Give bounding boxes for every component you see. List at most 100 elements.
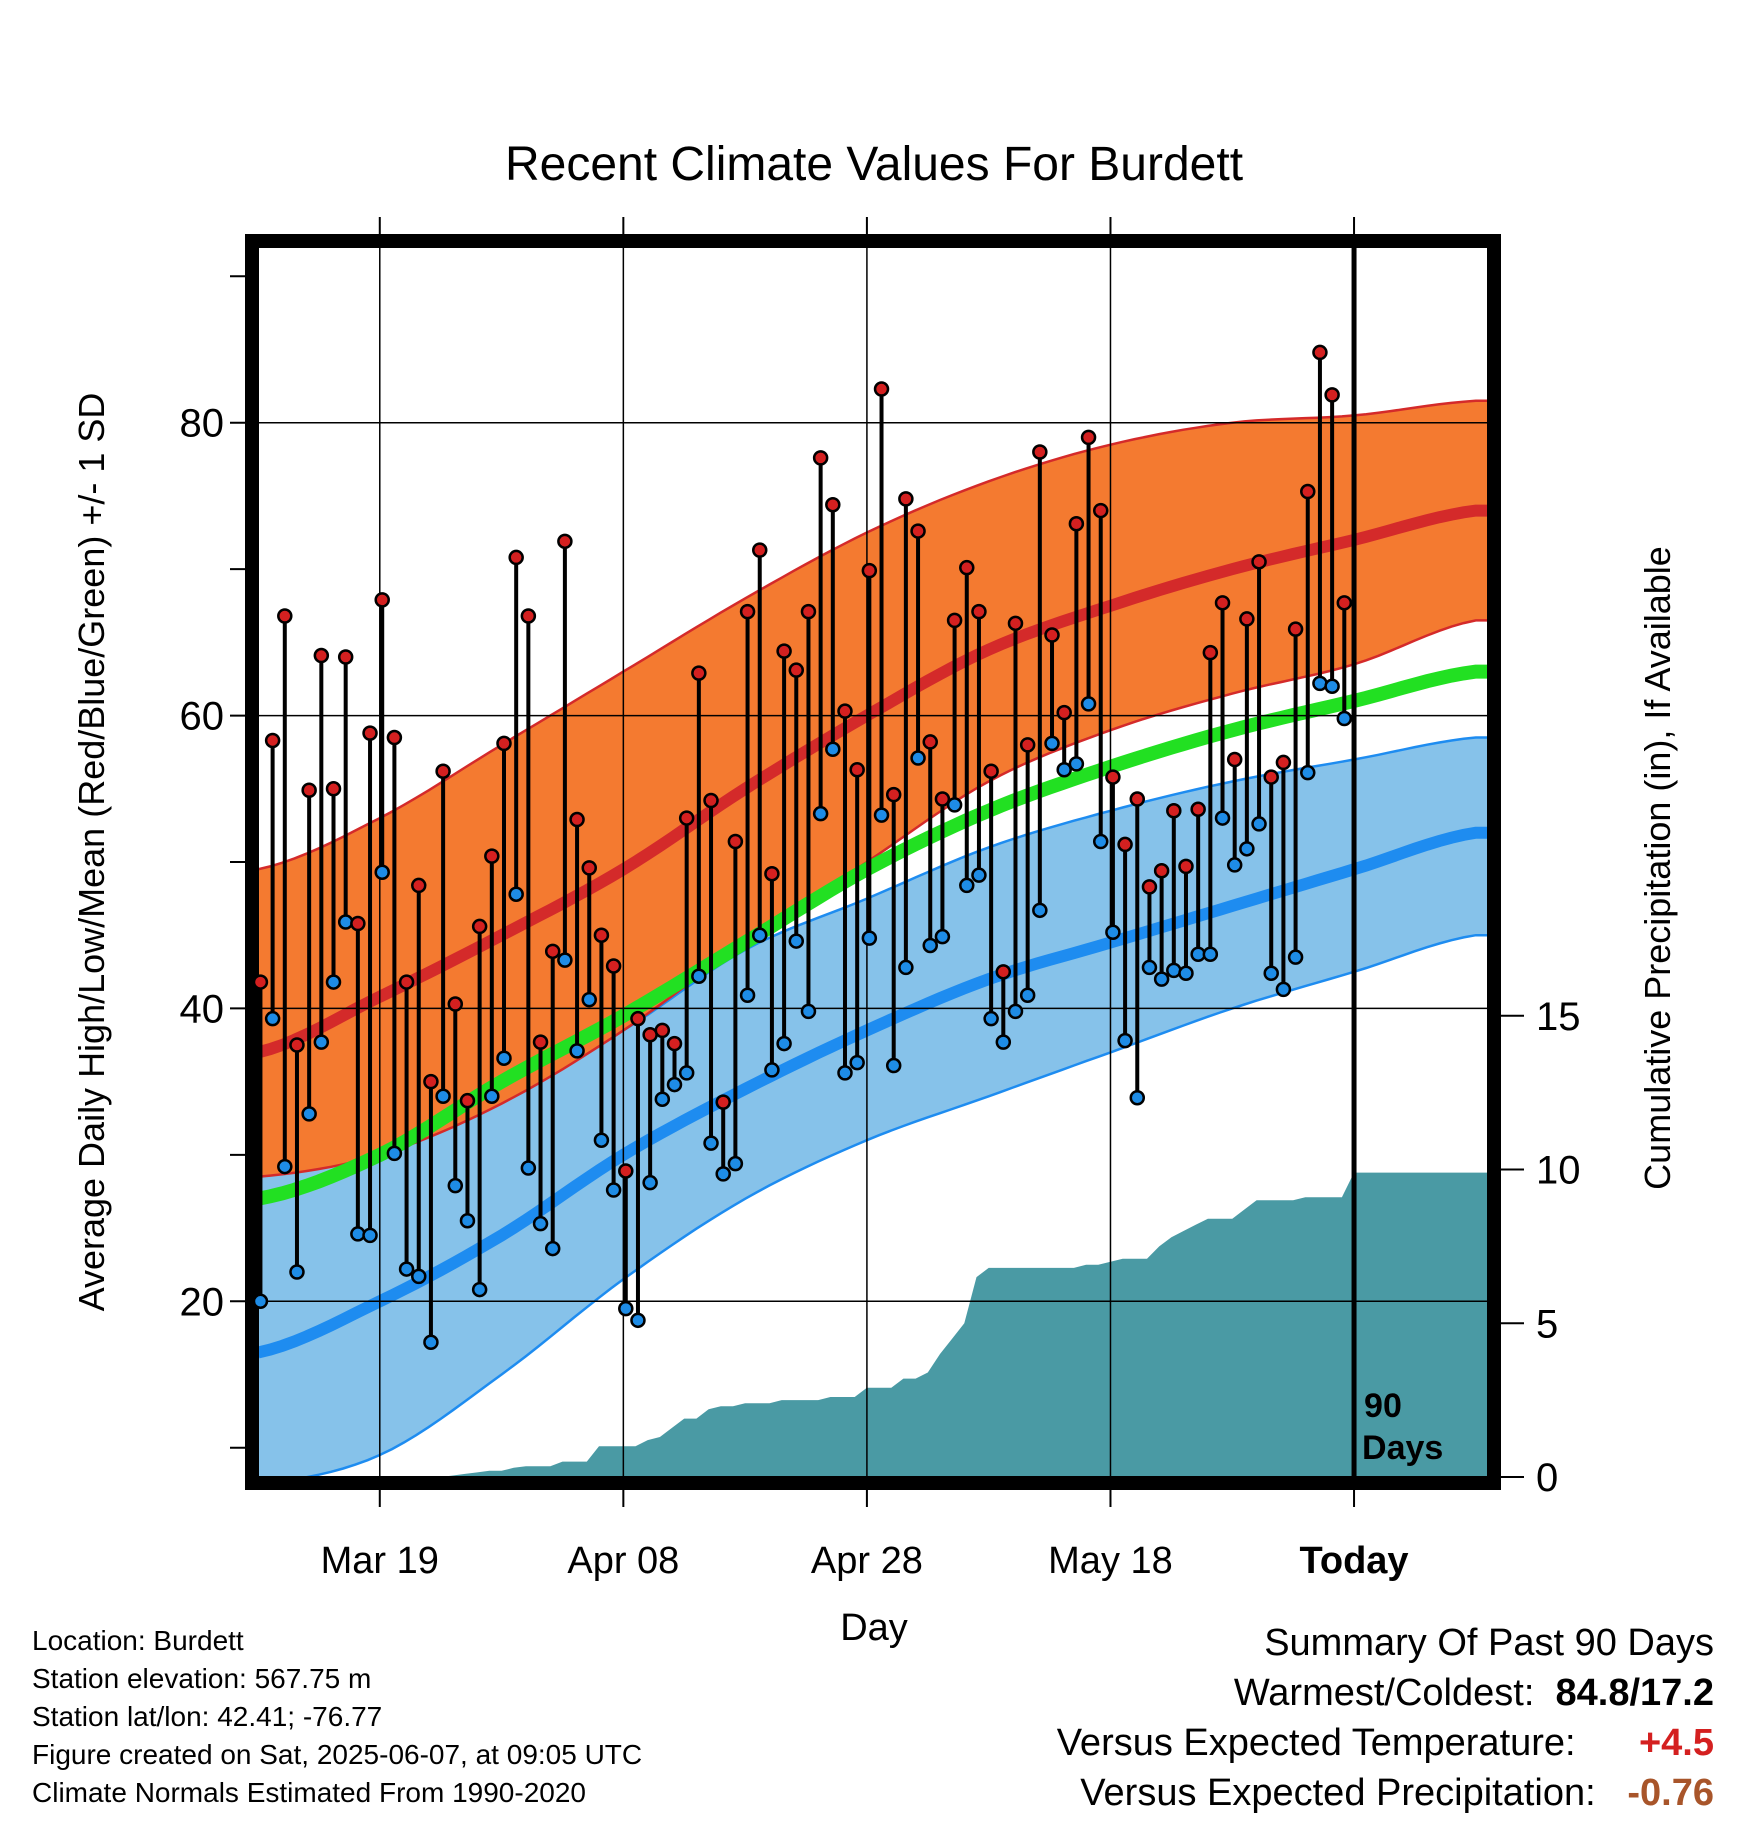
y2-axis-label: Cumulative Precipitation (in), If Availa… <box>1637 546 1678 1190</box>
xtick-label-0: Mar 19 <box>321 1540 439 1582</box>
low-point-55 <box>922 937 938 954</box>
high-point-30 <box>618 1163 634 1179</box>
low-point-80 <box>1226 857 1243 873</box>
low-point-34 <box>666 1076 683 1093</box>
low-point-14 <box>423 1334 439 1351</box>
high-point-14 <box>423 1073 439 1090</box>
low-point-65 <box>1044 735 1060 752</box>
low-point-73 <box>1141 959 1158 976</box>
low-point-76 <box>1178 965 1194 982</box>
low-point-20 <box>496 1050 512 1066</box>
high-point-24 <box>544 943 561 960</box>
high-point-69 <box>1092 502 1109 519</box>
high-point-36 <box>691 665 707 681</box>
low-point-9 <box>362 1227 378 1244</box>
low-point-28 <box>593 1132 610 1148</box>
high-point-15 <box>435 763 451 779</box>
low-point-18 <box>471 1281 488 1298</box>
high-point-47 <box>825 496 841 513</box>
high-sd-band-upper-edge <box>258 399 1488 871</box>
high-point-12 <box>398 974 415 990</box>
low-point-37 <box>703 1135 719 1151</box>
low-point-29 <box>605 1182 622 1198</box>
low-point-26 <box>569 1043 585 1059</box>
xtick-label-4: Today <box>1299 1540 1408 1582</box>
low-point-70 <box>1105 924 1121 941</box>
high-point-4 <box>301 782 317 798</box>
low-point-1 <box>264 1010 281 1027</box>
low-point-78 <box>1202 946 1219 962</box>
high-point-73 <box>1141 879 1158 895</box>
low-point-30 <box>618 1300 634 1317</box>
low-point-42 <box>764 1062 780 1078</box>
high-point-18 <box>471 918 488 935</box>
high-point-74 <box>1153 863 1170 879</box>
low-point-57 <box>946 797 963 813</box>
high-point-68 <box>1080 429 1097 446</box>
low-point-58 <box>959 877 975 894</box>
high-point-53 <box>898 491 914 507</box>
high-point-80 <box>1226 751 1243 768</box>
high-point-27 <box>581 860 597 876</box>
high-point-40 <box>739 603 756 620</box>
high-point-31 <box>630 1010 646 1027</box>
low-point-13 <box>411 1268 427 1285</box>
high-point-52 <box>885 786 902 803</box>
precip-area <box>258 1172 1488 1477</box>
low-point-8 <box>350 1226 366 1242</box>
high-point-3 <box>289 1037 305 1053</box>
low-point-25 <box>557 952 573 968</box>
low-point-49 <box>849 1054 865 1071</box>
high-point-44 <box>788 662 805 678</box>
summary-temp: Versus Expected Temperature: +4.5 <box>1057 1722 1714 1765</box>
today-marker-days: 90 <box>1364 1387 1402 1425</box>
low-point-81 <box>1239 841 1255 857</box>
y-axis-label: Average Daily High/Low/Mean (Red/Blue/Gr… <box>71 393 112 1312</box>
low-point-45 <box>800 1003 817 1020</box>
high-point-7 <box>337 649 354 665</box>
high-point-64 <box>1032 444 1048 460</box>
low-point-53 <box>898 959 914 976</box>
low-point-48 <box>837 1065 853 1081</box>
low-point-86 <box>1300 764 1316 781</box>
low-point-6 <box>325 974 342 990</box>
low-point-33 <box>654 1091 671 1107</box>
high-point-75 <box>1166 803 1182 819</box>
low-point-87 <box>1312 675 1328 692</box>
temp-label: Versus Expected Temperature: <box>1056 1722 1576 1764</box>
low-point-83 <box>1263 965 1279 982</box>
today-marker-label: Days <box>1362 1429 1443 1467</box>
high-point-61 <box>995 964 1012 980</box>
low-point-60 <box>983 1010 999 1027</box>
high-point-88 <box>1324 387 1340 403</box>
high-point-67 <box>1068 516 1085 532</box>
low-point-64 <box>1032 902 1048 919</box>
low-point-68 <box>1080 696 1097 712</box>
low-point-12 <box>398 1261 415 1277</box>
low-point-3 <box>289 1264 305 1280</box>
high-point-86 <box>1300 483 1316 500</box>
high-point-21 <box>508 549 524 566</box>
high-point-84 <box>1275 754 1292 771</box>
high-point-8 <box>350 915 366 932</box>
high-sd-band <box>258 400 1488 1177</box>
info-created: Figure created on Sat, 2025-06-07, at 09… <box>32 1739 643 1770</box>
info-location: Location: Burdett <box>32 1625 244 1656</box>
y2tick-label-15: 15 <box>1536 995 1581 1039</box>
low-point-10 <box>374 864 390 880</box>
axes: 90 Days 20 40 60 80 0 5 10 15 Mar 19 Apr 08 Apr 28 Ma… <box>180 217 1581 1582</box>
low-point-0 <box>252 1293 269 1310</box>
low-point-43 <box>776 1035 792 1052</box>
low-point-51 <box>873 807 890 823</box>
low-point-67 <box>1068 756 1085 772</box>
high-normal-line <box>258 504 1488 1059</box>
high-point-35 <box>678 810 695 826</box>
y2tick-label-5: 5 <box>1536 1302 1558 1346</box>
low-point-31 <box>630 1312 646 1329</box>
low-point-22 <box>520 1160 537 1176</box>
high-point-6 <box>325 781 342 797</box>
low-point-7 <box>337 914 354 930</box>
high-point-70 <box>1105 769 1121 785</box>
low-point-72 <box>1129 1090 1146 1106</box>
high-point-45 <box>800 603 817 620</box>
